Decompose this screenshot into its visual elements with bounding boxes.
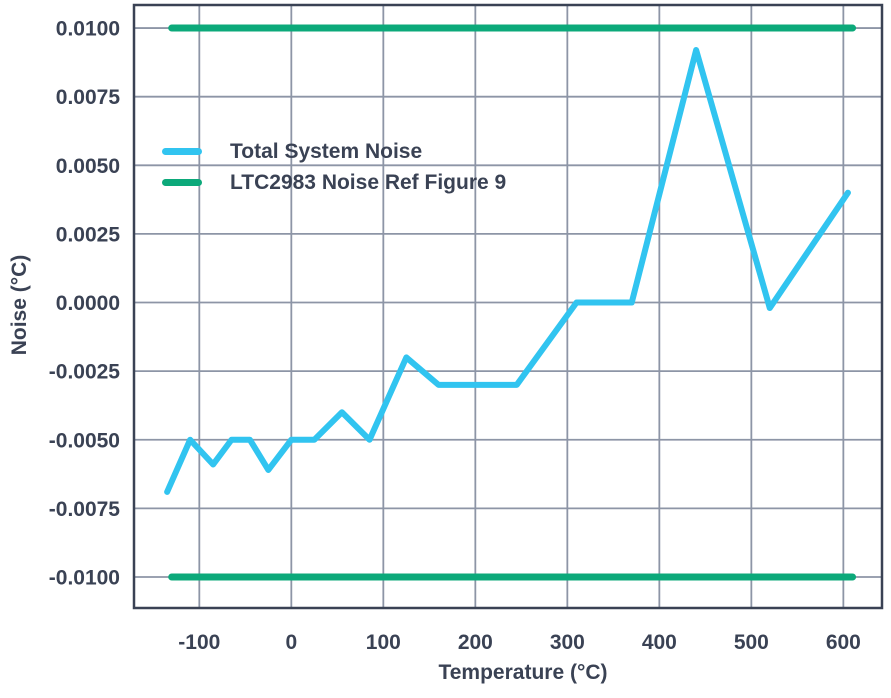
svg-text:300: 300 [550,631,585,654]
legend-swatch-cyan [162,148,202,155]
legend-label-total-system-noise: Total System Noise [230,139,423,163]
svg-text:0.0000: 0.0000 [56,292,120,315]
svg-text:-0.0075: -0.0075 [49,498,121,521]
svg-text:0.0025: 0.0025 [56,223,121,246]
svg-text:-100: -100 [178,631,220,654]
svg-text:400: 400 [642,631,677,654]
svg-text:600: 600 [826,631,861,654]
svg-text:0.0075: 0.0075 [56,86,121,109]
x-axis-title: Temperature (°C) [438,661,608,684]
svg-text:0.0100: 0.0100 [56,18,120,41]
svg-text:100: 100 [366,631,401,654]
legend: Total System Noise LTC2983 Noise Ref Fig… [162,136,506,198]
legend-label-noise-ref: LTC2983 Noise Ref Figure 9 [230,170,507,194]
svg-text:-0.0100: -0.0100 [49,566,120,589]
legend-item-noise-ref: LTC2983 Noise Ref Figure 9 [162,167,506,198]
svg-text:0.0050: 0.0050 [56,155,120,178]
legend-item-total-system-noise: Total System Noise [162,136,506,167]
legend-swatch-green [162,179,202,186]
svg-text:200: 200 [458,631,493,654]
svg-text:-0.0025: -0.0025 [49,361,121,384]
svg-text:-0.0050: -0.0050 [49,429,120,452]
svg-text:0: 0 [285,631,297,654]
y-axis-title: Noise (°C) [8,254,31,356]
svg-text:500: 500 [734,631,769,654]
